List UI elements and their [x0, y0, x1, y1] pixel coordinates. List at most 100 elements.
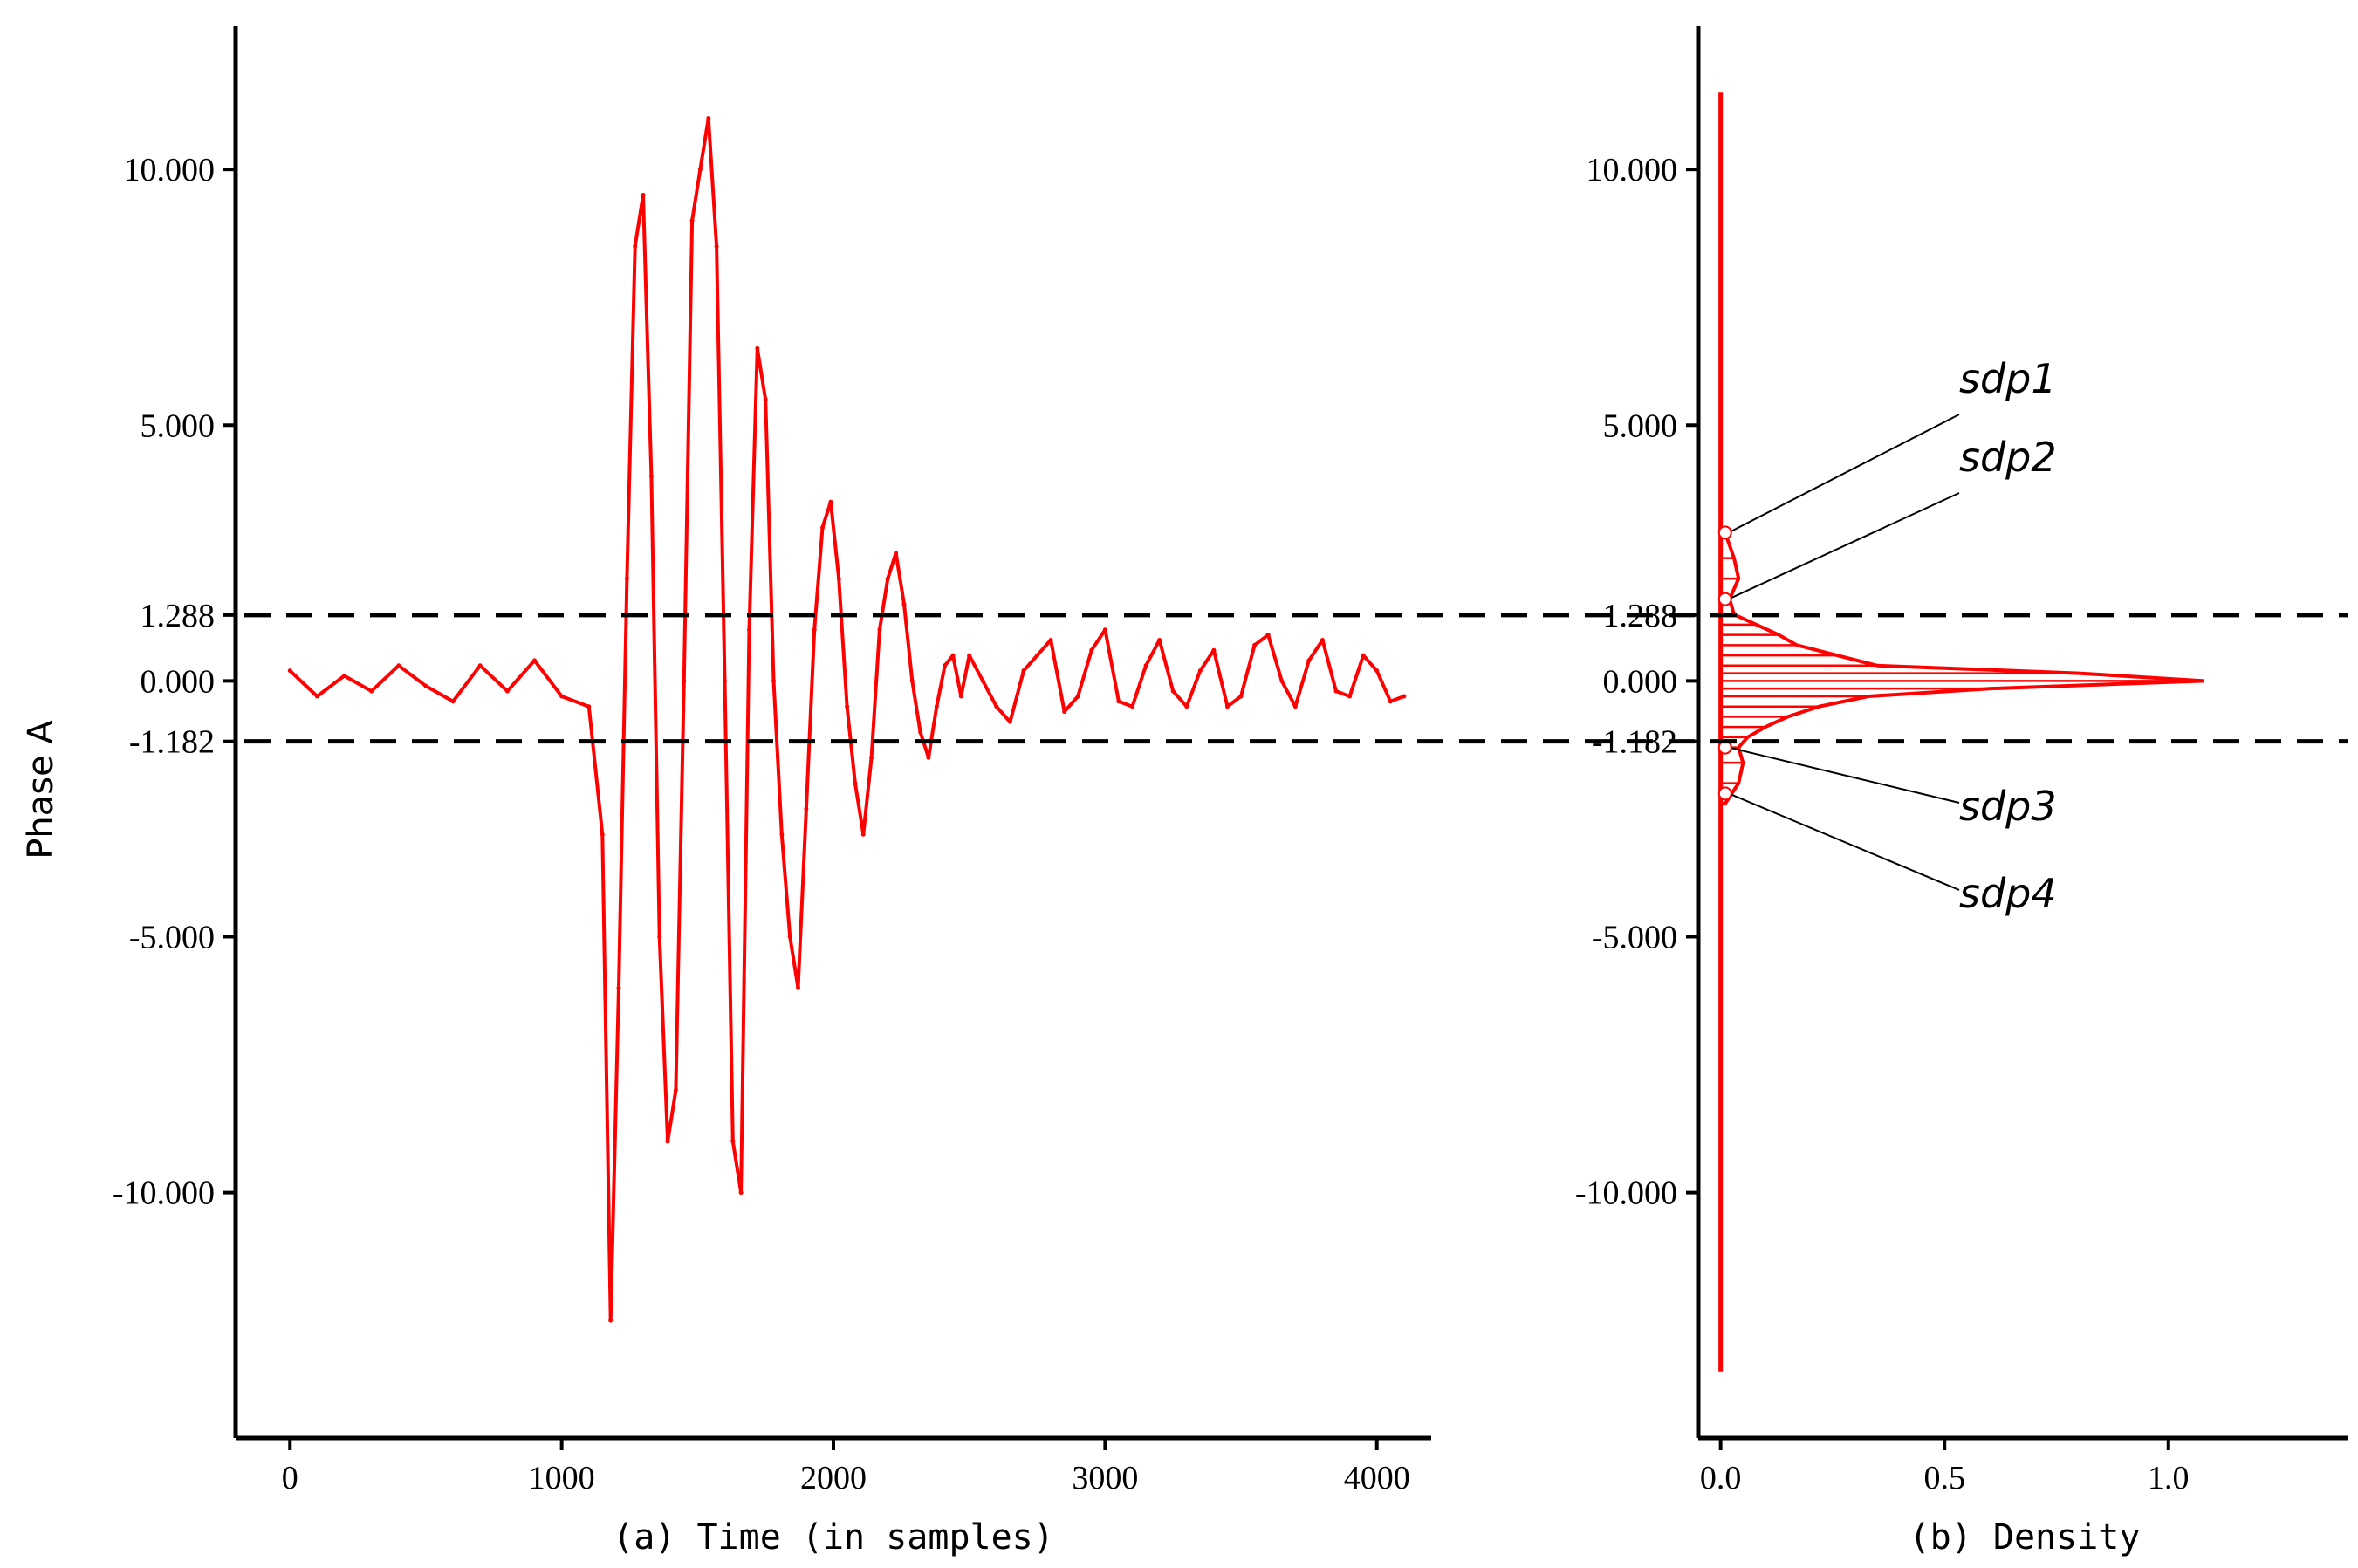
y-tick-label: 0.000	[141, 663, 216, 700]
phase-a-point	[314, 694, 319, 699]
phase-a-point	[994, 704, 999, 709]
phase-a-point	[746, 627, 751, 633]
phase-a-point	[1347, 694, 1353, 699]
sdp-annotations: sdp1 sdp2 sdp3 sdp4	[1717, 355, 2057, 917]
phase-a-point	[1333, 688, 1339, 694]
phase-a-point	[1116, 699, 1121, 704]
phase-a-point	[369, 688, 374, 694]
phase-a-point	[763, 397, 768, 402]
sdp-marker	[1717, 525, 1732, 540]
x-tick-label: 1000	[529, 1460, 595, 1496]
phase-a-point	[1238, 694, 1244, 699]
sdp-label: sdp1	[1959, 355, 2057, 402]
x-tick-label: 0.5	[1923, 1460, 1965, 1496]
phase-a-point	[1388, 699, 1393, 704]
phase-a-point	[673, 1087, 678, 1092]
density-panel: 10.0005.0001.2880.000-1.182-5.000-10.000…	[1575, 26, 2348, 1558]
phase-a-point	[877, 627, 882, 633]
phase-a-point	[812, 627, 817, 633]
sdp-arrow-line	[1728, 414, 1960, 534]
phase-a-point	[1320, 637, 1325, 642]
phase-a-point	[504, 688, 510, 694]
y-tick-label: -5.000	[1592, 919, 1677, 955]
phase-a-point	[608, 1318, 613, 1323]
sdp-label: sdp3	[1959, 783, 2057, 830]
phase-a-point	[1007, 719, 1012, 724]
sdp-label: sdp2	[1959, 434, 2057, 481]
phase-a-point	[909, 678, 915, 683]
phase-a-line	[288, 116, 1405, 1323]
phase-a-point	[633, 243, 638, 249]
sdp-marker	[1717, 592, 1732, 606]
phase-a-point	[532, 658, 537, 663]
phase-a-point	[943, 663, 948, 668]
phase-a-point	[1143, 663, 1148, 668]
phase-a-point	[755, 346, 760, 351]
phase-a-point	[1197, 668, 1203, 674]
panel-a-x-axis-title: (a) Time (in samples)	[613, 1517, 1054, 1558]
phase-a-point	[423, 683, 428, 688]
phase-a-point	[853, 781, 858, 786]
sdp-marker	[1717, 786, 1732, 801]
phase-a-series	[287, 116, 1407, 1323]
phase-a-point	[342, 674, 347, 679]
y-tick-label: -1.182	[129, 724, 215, 761]
phase-a-point	[738, 1190, 744, 1195]
phase-a-point	[714, 243, 719, 249]
phase-a-point	[1211, 647, 1217, 653]
phase-a-point	[828, 499, 833, 504]
phase-a-point	[730, 1139, 736, 1144]
phase-a-point	[600, 832, 605, 837]
phase-a-point	[689, 218, 695, 223]
phase-a-point	[934, 704, 939, 709]
y-tick-label: 5.000	[1603, 407, 1678, 444]
phase-a-point	[559, 694, 565, 699]
y-tick-label: -5.000	[129, 919, 215, 955]
y-tick-label: -10.000	[113, 1175, 215, 1212]
y-tick-label: 10.000	[1587, 152, 1678, 188]
phase-a-point	[1102, 627, 1107, 633]
x-tick-label: 0	[282, 1460, 298, 1496]
phase-a-point	[918, 729, 923, 735]
phase-a-point	[1224, 704, 1230, 709]
phase-a-point	[641, 192, 646, 197]
panel-b-x-axis-title: (b) Density	[1909, 1517, 2141, 1558]
sdp-label: sdp4	[1959, 870, 2057, 917]
phase-a-point	[950, 653, 956, 658]
phase-a-point	[1306, 658, 1312, 663]
panel-b-x-ticks: 0.0 0.5 1.0	[1700, 1438, 2190, 1496]
x-tick-label: 0.0	[1700, 1460, 1742, 1496]
panel-a-y-ticks: 10.000 5.000 1.288 0.000 -1.182 -5.000 -10.000	[113, 152, 236, 1212]
phase-a-point	[1374, 668, 1380, 674]
phase-a-point	[477, 663, 483, 668]
phase-a-point	[779, 832, 785, 837]
phase-a-point	[787, 934, 792, 939]
panel-a-y-axis-title: Phase A	[21, 720, 61, 859]
phase-a-point	[796, 985, 801, 990]
phase-a-point	[1361, 653, 1366, 658]
phase-a-point	[1062, 709, 1067, 715]
phase-a-point	[616, 985, 621, 990]
x-tick-label: 4000	[1344, 1460, 1410, 1496]
phase-a-point	[1402, 694, 1407, 699]
phase-a-point	[1184, 704, 1189, 709]
phase-a-point	[624, 576, 629, 581]
phase-a-point	[1021, 668, 1026, 674]
sdp-arrow-line	[1728, 792, 1960, 891]
phase-a-point	[396, 663, 401, 668]
phase-a-point	[1089, 647, 1094, 653]
y-tick-label: 1.288	[141, 598, 216, 634]
phase-a-point	[771, 678, 776, 683]
phase-a-point	[586, 704, 592, 709]
phase-a-point	[287, 668, 292, 674]
x-tick-label: 1.0	[2148, 1460, 2190, 1496]
phase-a-point	[648, 474, 654, 479]
phase-a-point	[804, 806, 809, 811]
phase-a-point	[1279, 678, 1285, 683]
y-tick-label: -10.000	[1575, 1175, 1677, 1212]
phase-a-point	[836, 576, 841, 581]
phase-a-point	[901, 601, 907, 606]
y-tick-label: 10.000	[124, 152, 216, 188]
